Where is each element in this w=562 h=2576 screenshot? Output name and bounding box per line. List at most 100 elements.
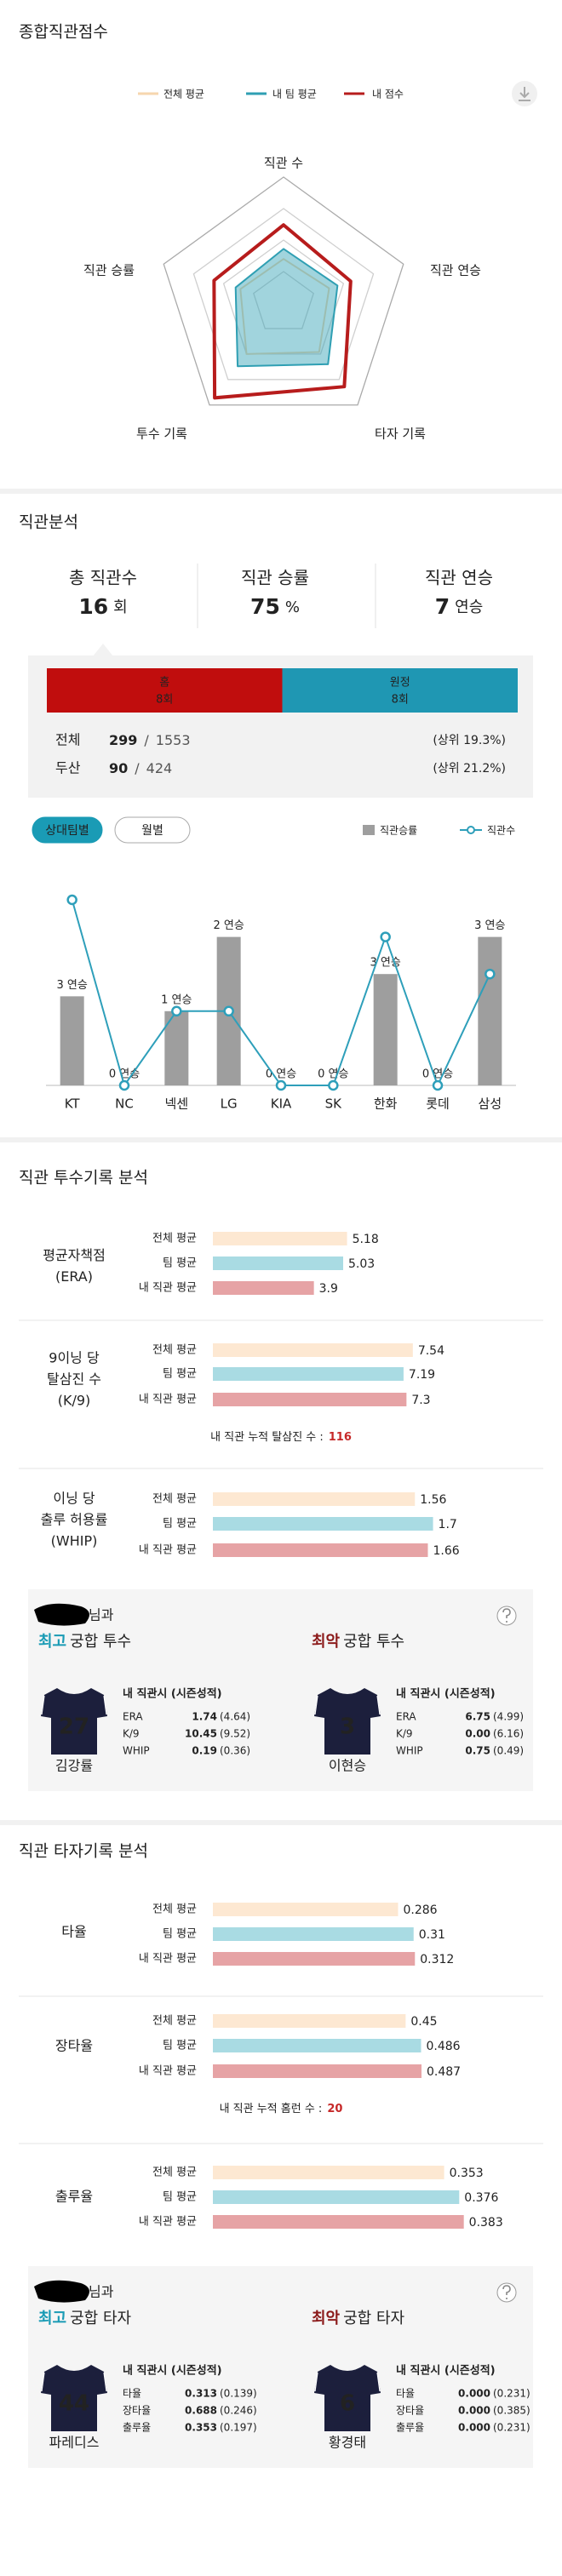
hbar <box>213 2039 422 2052</box>
home-away-value: 8회 <box>156 694 173 707</box>
value-label: 0.487 <box>427 2065 461 2079</box>
value-label: 7.19 <box>409 1368 435 1382</box>
row-label: 내 직관 평균 <box>139 1394 197 1406</box>
group-label: (ERA) <box>55 1268 93 1285</box>
value-label: 5.18 <box>353 1233 379 1246</box>
row-label: 전체 <box>55 732 80 748</box>
stat-row-label: 타율 <box>396 2388 415 2400</box>
row-label: 전체 평균 <box>152 1233 197 1245</box>
hbar <box>213 1952 416 1966</box>
matchup-title: 최악 궁합 투수 <box>312 1633 404 1651</box>
help-glyph[interactable] <box>502 2285 511 2299</box>
section-divider <box>0 489 562 494</box>
hbar <box>213 1393 407 1406</box>
bar-annotation: 0 연승 <box>422 1068 453 1081</box>
hbar <box>213 1232 347 1245</box>
value-label: 0.376 <box>464 2191 498 2205</box>
legend-swatch <box>467 826 475 834</box>
home-away-label: 홈 <box>159 677 169 690</box>
section-title: 종합직관점수 <box>19 23 108 42</box>
row-label: 팀 평균 <box>163 1257 197 1270</box>
tab-label[interactable]: 월별 <box>141 824 163 838</box>
help-button[interactable] <box>496 2282 517 2303</box>
row-label: 팀 평균 <box>163 1518 197 1531</box>
bar <box>373 974 398 1085</box>
radar-axis-label: 투수 기록 <box>136 426 187 442</box>
tab-label[interactable]: 상대팀별 <box>45 824 89 838</box>
stat-row-value: 0.75 <box>465 1745 490 1757</box>
row-label: 전체 평균 <box>152 2015 197 2028</box>
value-label: 0.383 <box>469 2216 503 2230</box>
tab[interactable]: 상대팀별 <box>32 816 103 844</box>
line-point <box>223 1005 234 1017</box>
stat-row-value: 0.313 <box>185 2388 217 2400</box>
stat-value: 75% <box>250 594 300 619</box>
stats-header: 내 직관시 (시즌성적) <box>123 1687 222 1701</box>
matchup-title-text: 궁합 투수 <box>70 1633 131 1651</box>
stat-unit: 연승 <box>455 598 483 616</box>
value-label: 7.3 <box>411 1394 430 1407</box>
stat-unit: % <box>285 598 300 616</box>
matchup-title: 최고 궁합 투수 <box>38 1633 131 1651</box>
radar-axis-label: 직관 수 <box>264 156 303 171</box>
total: 1553 <box>156 732 191 748</box>
row-label: 두산 <box>55 760 81 776</box>
stat-row-value: 6.75 <box>465 1711 490 1723</box>
stat-row-label: 출루율 <box>396 2422 424 2434</box>
stat-row-season: (4.99) <box>493 1711 524 1723</box>
matchup-title-text: 궁합 타자 <box>343 2310 404 2327</box>
download-button[interactable] <box>512 81 537 106</box>
bar-annotation: 0 연승 <box>318 1068 348 1081</box>
legend-label: 직관수 <box>487 825 515 837</box>
stat-row-label: K/9 <box>396 1728 413 1740</box>
stat-row-season: (4.64) <box>220 1711 250 1723</box>
tab[interactable]: 월별 <box>114 816 191 844</box>
home-away-bar <box>47 668 283 713</box>
stat-value: 16 회 <box>78 594 127 619</box>
line-point <box>380 931 391 942</box>
hbar <box>213 2014 406 2028</box>
hbar <box>213 1927 414 1941</box>
radar-axis-label: 직관 승률 <box>83 263 135 278</box>
row-label: 전체 평균 <box>152 2167 197 2179</box>
help-button[interactable] <box>496 1606 517 1626</box>
radar-series <box>239 258 330 355</box>
note-label: 내 직관 누적 탈삼진 수 : <box>210 1431 324 1444</box>
tab-button[interactable] <box>32 816 103 844</box>
bar-annotation: 0 연승 <box>109 1068 140 1081</box>
stat-row-season: (0.139) <box>220 2388 257 2400</box>
help-glyph[interactable] <box>502 1608 511 1623</box>
radar-grid <box>222 239 345 355</box>
group-label: 출루 허용률 <box>41 1512 108 1528</box>
separator: / <box>135 760 140 776</box>
download-icon[interactable] <box>519 87 530 101</box>
radar-axis-label: 타자 기록 <box>375 426 426 442</box>
stat-row-season: (0.49) <box>493 1745 524 1757</box>
home-away-label: 원정 <box>390 677 410 690</box>
stat-row-season: (0.231) <box>493 2422 530 2434</box>
value-label: 1.56 <box>420 1493 446 1507</box>
jersey-trim <box>314 1695 318 1715</box>
player-name: 황경태 <box>329 2435 366 2451</box>
tab-button[interactable] <box>114 816 191 844</box>
legend-swatch <box>363 825 375 835</box>
hbar <box>213 2215 464 2229</box>
stat-label: 직관 연승 <box>425 568 493 588</box>
row-label: 팀 평균 <box>163 2040 197 2052</box>
hbar <box>213 1281 314 1295</box>
user-suffix: 님과 <box>89 2284 114 2300</box>
stat-row-value: 0.688 <box>185 2405 217 2417</box>
jersey-trim <box>376 2372 381 2392</box>
stat-row-season: (0.246) <box>220 2405 257 2417</box>
bar <box>478 936 502 1085</box>
matchup-box <box>28 1589 533 1791</box>
section-title: 직관 투수기록 분석 <box>19 1169 148 1188</box>
jersey <box>314 1688 381 1755</box>
count: 90 <box>109 760 128 776</box>
matchup-prefix: 최악 <box>312 2310 341 2327</box>
hbar <box>213 2166 444 2179</box>
stat-row-value: 0.19 <box>192 1745 217 1757</box>
matchup-prefix: 최고 <box>38 1633 66 1651</box>
stat-row-label: WHIP <box>123 1745 150 1757</box>
